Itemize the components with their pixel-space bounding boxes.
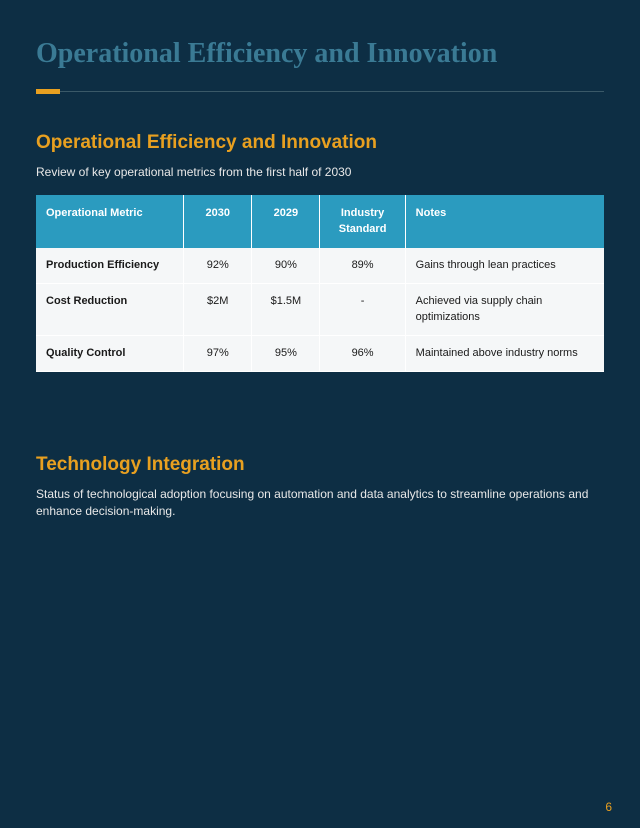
divider (36, 89, 604, 94)
cell-metric: Quality Control (36, 335, 184, 371)
cell-industry: 96% (320, 335, 405, 371)
table-row: Quality Control 97% 95% 96% Maintained a… (36, 335, 604, 371)
table-row: Cost Reduction $2M $1.5M - Achieved via … (36, 284, 604, 336)
th-2030: 2030 (184, 195, 252, 248)
metrics-table: Operational Metric 2030 2029 Industry St… (36, 195, 604, 373)
cell-2029: 90% (252, 248, 320, 284)
main-title: Operational Efficiency and Innovation (36, 36, 604, 71)
th-2029: 2029 (252, 195, 320, 248)
page-container: Operational Efficiency and Innovation Op… (0, 0, 640, 570)
cell-2029: 95% (252, 335, 320, 371)
cell-metric: Production Efficiency (36, 248, 184, 284)
th-metric: Operational Metric (36, 195, 184, 248)
cell-2030: 97% (184, 335, 252, 371)
cell-metric: Cost Reduction (36, 284, 184, 336)
section1-desc: Review of key operational metrics from t… (36, 164, 604, 181)
cell-2030: $2M (184, 284, 252, 336)
th-industry: Industry Standard (320, 195, 405, 248)
divider-line (60, 91, 604, 92)
section1-title: Operational Efficiency and Innovation (36, 132, 604, 154)
cell-industry: - (320, 284, 405, 336)
page-number: 6 (605, 800, 612, 814)
cell-notes: Gains through lean practices (405, 248, 604, 284)
cell-2030: 92% (184, 248, 252, 284)
section2-title: Technology Integration (36, 454, 604, 476)
divider-accent (36, 89, 60, 94)
th-notes: Notes (405, 195, 604, 248)
cell-notes: Achieved via supply chain optimizations (405, 284, 604, 336)
section2-desc: Status of technological adoption focusin… (36, 486, 604, 520)
cell-notes: Maintained above industry norms (405, 335, 604, 371)
cell-2029: $1.5M (252, 284, 320, 336)
table-row: Production Efficiency 92% 90% 89% Gains … (36, 248, 604, 284)
cell-industry: 89% (320, 248, 405, 284)
table-header-row: Operational Metric 2030 2029 Industry St… (36, 195, 604, 248)
section2: Technology Integration Status of technol… (36, 454, 604, 520)
